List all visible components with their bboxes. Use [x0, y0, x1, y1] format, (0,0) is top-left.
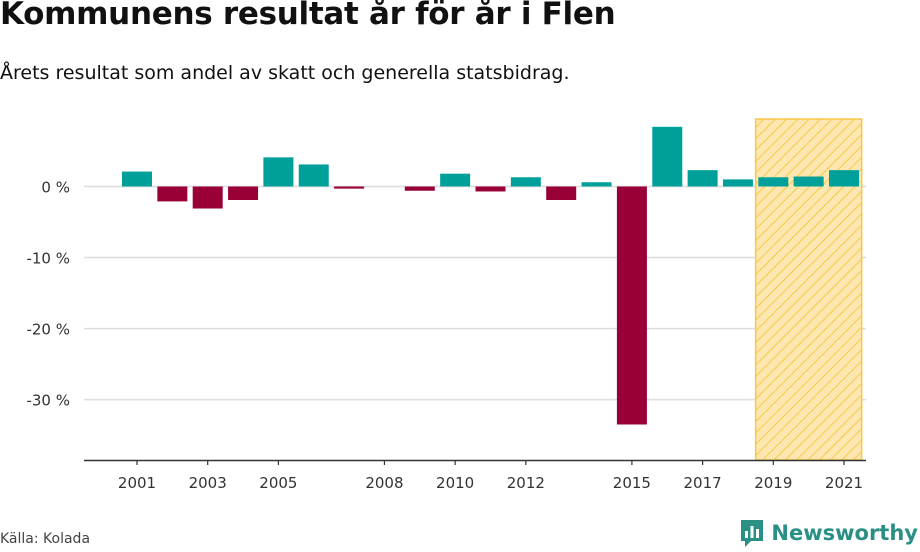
x-tick-label: 2015 [613, 474, 651, 492]
x-tick-label: 2012 [507, 474, 545, 492]
brand-logo: Newsworthy [739, 518, 918, 548]
bar-2015 [616, 186, 647, 425]
bar-2003 [192, 186, 223, 209]
bar-2007 [334, 186, 365, 189]
bar-2002 [157, 186, 188, 202]
x-tick-label: 2005 [259, 474, 297, 492]
source-note: Källa: Kolada [0, 531, 91, 547]
y-tick-label: -30 % [26, 392, 70, 410]
bar-chart-speech-bubble-icon [741, 520, 764, 547]
bar-2009 [404, 186, 435, 191]
x-tick-label: 2001 [118, 474, 156, 492]
bar-2018 [722, 179, 753, 187]
x-tick-label: 2021 [825, 474, 863, 492]
x-tick-label: 2003 [189, 474, 227, 492]
chart-subtitle: Årets resultat som andel av skatt och ge… [0, 62, 570, 84]
x-axis-labels: 2001 2003 2005 2008 2010 2012 2015 2017 2019 2021 [118, 474, 863, 492]
x-tick-label: 2008 [365, 474, 403, 492]
x-tick-label: 2010 [436, 474, 474, 492]
bar-2004 [228, 186, 259, 200]
bar-2006 [298, 164, 329, 187]
bar-2016 [652, 126, 683, 187]
x-tick-label: 2019 [754, 474, 792, 492]
bar-2020 [793, 176, 824, 187]
bar-2001 [122, 171, 152, 187]
x-tick-label: 2017 [684, 474, 722, 492]
y-tick-label: -20 % [26, 321, 70, 339]
bar-2011 [475, 186, 506, 192]
y-tick-label: -10 % [26, 250, 70, 268]
bars [122, 126, 859, 425]
bar-2019 [758, 177, 789, 187]
gridlines [84, 185, 866, 401]
bar-2014 [581, 182, 612, 187]
chart-title: Kommunens resultat år för år i Flen [0, 0, 616, 32]
bar-2017 [687, 170, 718, 187]
bar-2013 [546, 186, 577, 200]
bar-2010 [440, 173, 471, 187]
bar-2005 [263, 157, 294, 187]
x-axis [84, 459, 866, 465]
bar-2012 [510, 177, 541, 187]
y-tick-label: 0 % [41, 178, 70, 196]
brand-name: Newsworthy [771, 521, 918, 545]
y-axis-labels: 0 % -10 % -20 % -30 % [26, 178, 70, 409]
bar-2021 [829, 170, 859, 187]
